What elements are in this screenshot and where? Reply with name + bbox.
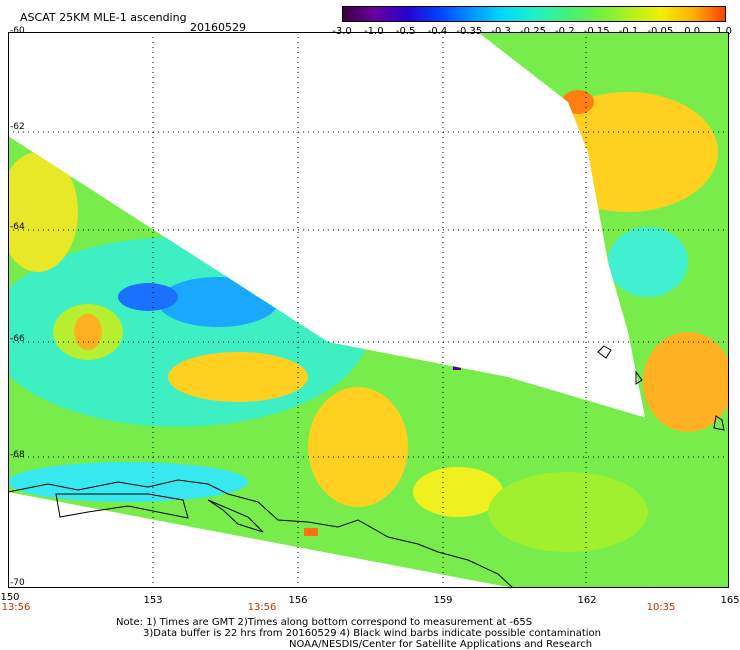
colorbar-tick-label: -0.4	[427, 26, 448, 37]
lat-label: -62	[10, 122, 25, 132]
colorbar-tick-label: -0.1	[618, 26, 639, 37]
coastline	[8, 345, 725, 588]
map-title: ASCAT 25KM MLE-1 ascending	[20, 11, 187, 24]
time-label: 10:35	[646, 602, 676, 613]
colorbar-tick-label: -1.0	[364, 26, 384, 37]
lon-label: 162	[577, 595, 597, 606]
time-label: 13:56	[247, 602, 277, 613]
time-label: 13:56	[1, 602, 31, 613]
lat-label: -64	[10, 222, 25, 232]
colorbar-tick-label: -0.05	[647, 26, 674, 37]
lon-label: 165	[720, 595, 740, 606]
map-date: 20160529	[190, 21, 246, 34]
lon-label: 159	[433, 595, 453, 606]
lat-label: -70	[10, 578, 25, 588]
lon-label: 156	[288, 595, 308, 606]
colorbar-tick-label: -0.2	[555, 26, 575, 37]
graticule	[8, 32, 729, 588]
note-line-3: NOAA/NESDIS/Center for Satellite Applica…	[289, 639, 593, 650]
map-panel	[8, 32, 729, 588]
colorbar-tick-label: -0.15	[583, 26, 610, 37]
colorbar-tick-label: -3.0	[332, 26, 352, 37]
colorbar-tick-label: -0.3	[491, 26, 511, 37]
lat-label: -66	[10, 334, 25, 344]
note-line-1: Note: 1) Times are GMT 2)Times along bot…	[116, 617, 533, 628]
lon-label: 150	[0, 592, 20, 603]
colorbar	[342, 6, 726, 22]
colorbar-tick-label: -0.25	[520, 26, 546, 37]
note-line-2: 3)Data buffer is 22 hrs from 20160529 4)…	[143, 628, 601, 639]
lon-label: 153	[143, 595, 163, 606]
colorbar-tick-label: -0.5	[395, 26, 416, 37]
colorbar-tick-label: -0.35	[456, 26, 483, 37]
colorbar-tick-label: 0.0	[684, 26, 701, 37]
lat-label: -60	[10, 26, 25, 36]
lat-label: -68	[10, 450, 25, 460]
colorbar-tick-label: 1.0	[716, 26, 732, 37]
